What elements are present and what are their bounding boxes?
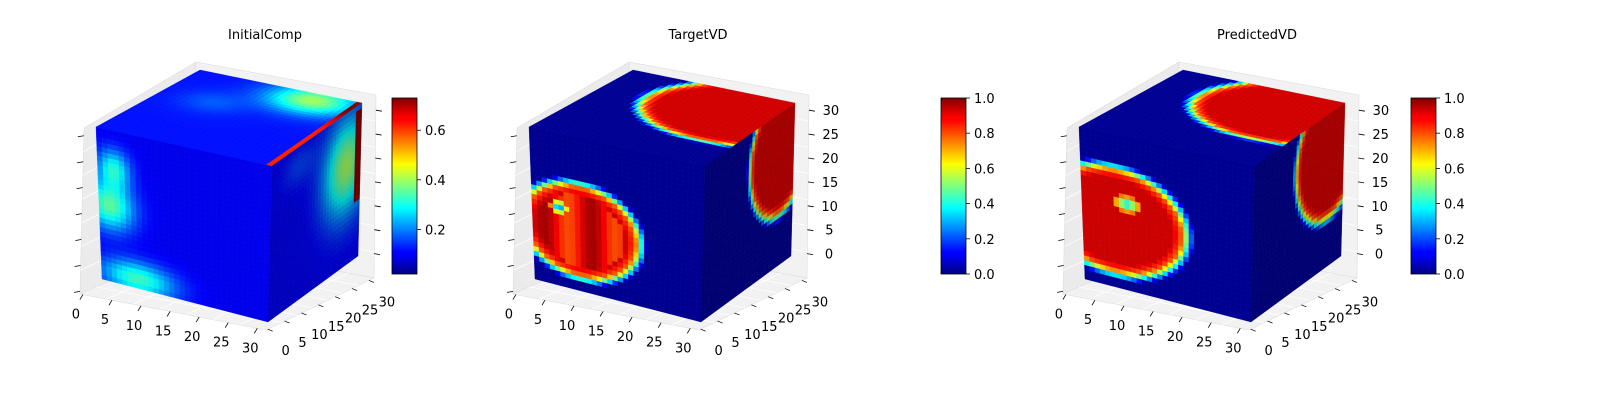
z-tick-mark (374, 229, 381, 232)
z-tick-mark (375, 157, 382, 160)
z-tick-mark (375, 133, 382, 136)
subplot-title-targetvd: TargetVD (667, 28, 727, 43)
left-tick-mark (74, 265, 81, 267)
left-tick-mark (508, 213, 516, 215)
x-tick-mark (166, 311, 171, 317)
left-tick-mark (75, 213, 83, 215)
colorbar-1: 0.2 0.4 0.6 (391, 97, 446, 275)
x-tick-mark (79, 294, 84, 300)
colorbar-tick-label: 0.4 (425, 174, 446, 189)
left-tick-mark (508, 239, 515, 241)
y-tick-label: 0 (282, 344, 290, 359)
left-tick-mark (507, 265, 514, 267)
left-tick-mark (510, 161, 517, 164)
y-tick-mark (267, 328, 273, 332)
x-tick-label: 0 (72, 308, 80, 323)
x-tick-label: 30 (242, 341, 259, 356)
y-tick-mark (318, 304, 324, 308)
x-tick-mark (108, 299, 113, 306)
z-tick-mark (373, 253, 381, 256)
left-tick-mark (75, 239, 82, 241)
left-tick-mark (509, 187, 516, 190)
x-tick-label: 10 (126, 319, 143, 334)
y-tick-label: 25 (362, 304, 379, 319)
z-tick-mark (375, 109, 382, 112)
x-tick-mark (253, 328, 258, 334)
x-tick-label: 15 (155, 324, 172, 339)
colorbar-tick-label: 0.6 (425, 124, 446, 139)
y-tick-label: 30 (379, 295, 396, 310)
colorbar-tick-label: 0.2 (425, 223, 446, 238)
left-tick-mark (506, 291, 514, 293)
subplot-title-initialcomp: InitialComp (228, 28, 302, 43)
x-tick-label: 25 (213, 336, 230, 351)
x-tick-label: 20 (184, 330, 201, 345)
left-tick-mark (510, 135, 517, 138)
left-tick-mark (76, 187, 83, 190)
y-tick-label: 5 (298, 336, 306, 351)
left-tick-mark (77, 135, 84, 138)
z-tick-mark (374, 205, 381, 208)
x-tick-mark (195, 316, 200, 323)
cube-1 (95, 69, 363, 323)
y-tick-mark (368, 280, 375, 283)
left-tick-mark (73, 291, 81, 293)
left-tick-mark (77, 161, 84, 164)
colorbar-gradient (391, 97, 418, 275)
y-tick-mark (335, 296, 341, 300)
x-tick-label: 5 (101, 313, 109, 328)
x-tick-mark (137, 305, 142, 312)
y-tick-label: 15 (328, 320, 345, 335)
y-tick-mark (301, 312, 307, 316)
y-tick-label: 20 (345, 312, 362, 327)
x-tick-mark (224, 322, 229, 328)
y-tick-label: 10 (311, 328, 328, 343)
y-tick-mark (351, 288, 358, 291)
y-tick-mark (284, 320, 290, 324)
z-tick-mark (374, 181, 382, 184)
